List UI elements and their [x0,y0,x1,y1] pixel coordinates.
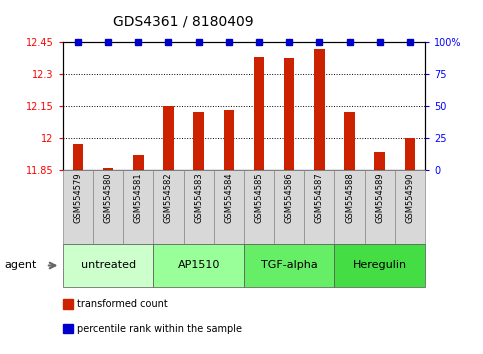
Text: GSM554587: GSM554587 [315,172,324,223]
Text: GSM554589: GSM554589 [375,172,384,223]
Text: TGF-alpha: TGF-alpha [261,261,317,270]
Bar [405,138,415,170]
Text: GSM554584: GSM554584 [224,172,233,223]
Bar [193,112,204,170]
Text: percentile rank within the sample: percentile rank within the sample [77,324,242,333]
Text: Heregulin: Heregulin [353,261,407,270]
Text: GDS4361 / 8180409: GDS4361 / 8180409 [113,14,254,28]
Bar [184,170,213,244]
Bar [72,144,83,170]
Text: transformed count: transformed count [77,299,168,309]
Text: GSM554582: GSM554582 [164,172,173,223]
Text: GSM554590: GSM554590 [405,172,414,223]
Bar [244,244,334,287]
Bar [254,57,264,170]
Text: GSM554581: GSM554581 [134,172,143,223]
Bar [63,244,154,287]
Bar [365,170,395,244]
Text: GSM554580: GSM554580 [103,172,113,223]
Text: GSM554583: GSM554583 [194,172,203,223]
Bar [163,106,174,170]
Text: agent: agent [5,261,37,270]
Bar [63,170,93,244]
Bar [314,49,325,170]
Bar [93,170,123,244]
Bar [154,170,184,244]
Text: GSM554585: GSM554585 [255,172,264,223]
Bar [344,112,355,170]
Bar [334,170,365,244]
Bar [334,244,425,287]
Bar [304,170,334,244]
Bar [103,169,114,170]
Bar [274,170,304,244]
Text: AP1510: AP1510 [177,261,220,270]
Text: GSM554579: GSM554579 [73,172,83,223]
Bar [244,170,274,244]
Bar [123,170,154,244]
Text: GSM554588: GSM554588 [345,172,354,223]
Bar [224,110,234,170]
Text: untreated: untreated [81,261,136,270]
Bar [374,152,385,170]
Bar [213,170,244,244]
Bar [133,155,143,170]
Text: GSM554586: GSM554586 [284,172,294,223]
Bar [284,58,295,170]
Bar [395,170,425,244]
Bar [154,244,244,287]
